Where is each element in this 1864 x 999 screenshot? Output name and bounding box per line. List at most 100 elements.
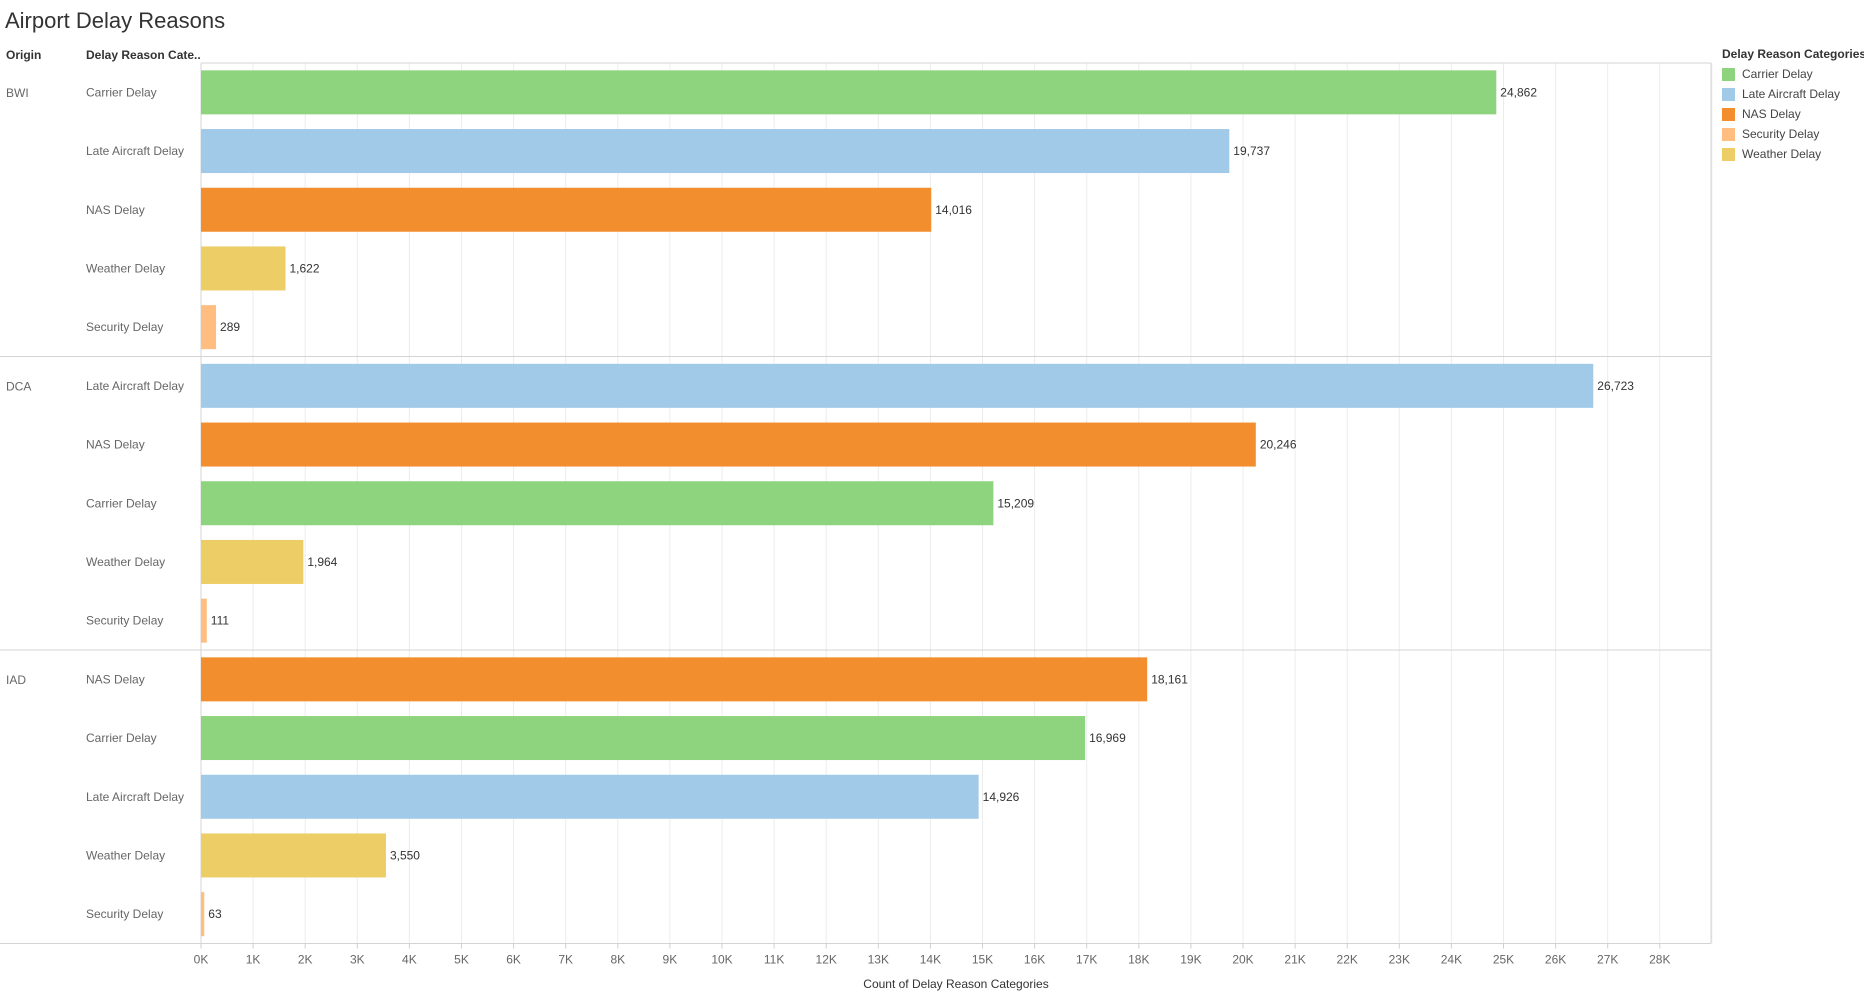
x-tick-label: 0K	[194, 953, 209, 967]
x-tick-label: 5K	[454, 953, 469, 967]
bar[interactable]	[201, 598, 207, 643]
x-tick-label: 17K	[1076, 953, 1097, 967]
x-tick-label: 23K	[1389, 953, 1410, 967]
x-tick-label: 11K	[764, 953, 784, 967]
origin-label[interactable]: IAD	[6, 673, 26, 687]
category-label: Weather Delay	[86, 848, 165, 862]
bar[interactable]	[201, 70, 1497, 115]
value-label: 111	[211, 614, 230, 628]
x-tick-label: 28K	[1649, 953, 1670, 967]
value-label: 16,969	[1089, 731, 1126, 745]
bar[interactable]	[201, 716, 1086, 761]
x-tick-label: 8K	[610, 953, 625, 967]
value-label: 14,926	[983, 790, 1020, 804]
legend-item-security-delay[interactable]: Security Delay	[1722, 124, 1864, 144]
value-label: 63	[208, 907, 222, 921]
category-label: Security Delay	[86, 614, 163, 628]
value-label: 1,622	[290, 261, 320, 275]
x-tick-label: 26K	[1545, 953, 1566, 967]
x-tick-label: 2K	[298, 953, 313, 967]
x-tick-label: 15K	[972, 953, 993, 967]
legend-label: NAS Delay	[1742, 107, 1801, 121]
x-tick-label: 14K	[920, 953, 941, 967]
category-label: NAS Delay	[86, 203, 145, 217]
legend: Delay Reason Categories Carrier Delay Lat…	[1722, 47, 1864, 164]
category-label: Carrier Delay	[86, 85, 157, 99]
bar[interactable]	[201, 305, 217, 350]
x-tick-label: 10K	[711, 953, 732, 967]
x-tick-label: 1K	[246, 953, 261, 967]
bar[interactable]	[201, 363, 1594, 408]
category-label: NAS Delay	[86, 672, 145, 686]
value-label: 289	[220, 320, 240, 334]
bar[interactable]	[201, 422, 1256, 467]
x-tick-label: 9K	[663, 953, 678, 967]
value-label: 19,737	[1233, 144, 1270, 158]
bar[interactable]	[201, 539, 304, 584]
value-label: 26,723	[1597, 379, 1634, 393]
category-label: Carrier Delay	[86, 731, 157, 745]
legend-item-late-aircraft-delay[interactable]: Late Aircraft Delay	[1722, 84, 1864, 104]
origin-label[interactable]: DCA	[6, 380, 31, 394]
legend-swatch	[1722, 127, 1735, 141]
category-label: Late Aircraft Delay	[86, 379, 184, 393]
category-label: Security Delay	[86, 320, 163, 334]
x-tick-label: 24K	[1441, 953, 1462, 967]
x-tick-label: 22K	[1337, 953, 1358, 967]
x-tick-label: 6K	[506, 953, 521, 967]
category-label: NAS Delay	[86, 438, 145, 452]
origin-label[interactable]: BWI	[6, 86, 29, 100]
value-label: 3,550	[390, 848, 420, 862]
chart-title: Airport Delay Reasons	[5, 8, 226, 33]
category-column-header[interactable]: Delay Reason Cate..	[86, 48, 201, 62]
bar[interactable]	[201, 833, 386, 878]
value-label: 14,016	[935, 203, 972, 217]
category-label: Security Delay	[86, 907, 163, 921]
bar[interactable]	[201, 246, 286, 291]
x-tick-label: 12K	[816, 953, 837, 967]
category-label: Weather Delay	[86, 261, 165, 275]
bar[interactable]	[201, 481, 994, 526]
origin-column-header[interactable]: Origin	[6, 48, 42, 62]
legend-swatch	[1722, 67, 1735, 81]
legend-title: Delay Reason Categories	[1722, 47, 1864, 61]
x-tick-label: 7K	[558, 953, 573, 967]
x-tick-label: 20K	[1232, 953, 1253, 967]
legend-label: Carrier Delay	[1742, 67, 1813, 81]
x-tick-label: 16K	[1024, 953, 1045, 967]
bar[interactable]	[201, 892, 205, 937]
x-tick-label: 4K	[402, 953, 417, 967]
value-label: 18,161	[1151, 672, 1188, 686]
category-label: Carrier Delay	[86, 496, 157, 510]
value-label: 20,246	[1260, 438, 1297, 452]
legend-swatch	[1722, 147, 1735, 161]
legend-label: Late Aircraft Delay	[1742, 87, 1841, 101]
legend-swatch	[1722, 87, 1735, 101]
bar[interactable]	[201, 774, 979, 819]
x-tick-label: 3K	[350, 953, 365, 967]
category-label: Late Aircraft Delay	[86, 790, 184, 804]
x-tick-label: 19K	[1180, 953, 1201, 967]
bar[interactable]	[201, 129, 1230, 174]
x-tick-label: 25K	[1493, 953, 1514, 967]
x-axis-title: Count of Delay Reason Categories	[863, 977, 1049, 991]
category-label: Late Aircraft Delay	[86, 144, 184, 158]
legend-items: Carrier Delay Late Aircraft Delay NAS Dela…	[1722, 64, 1864, 164]
legend-item-weather-delay[interactable]: Weather Delay	[1722, 144, 1864, 164]
legend-swatch	[1722, 107, 1735, 121]
legend-label: Security Delay	[1742, 127, 1820, 141]
legend-item-carrier-delay[interactable]: Carrier Delay	[1722, 64, 1864, 84]
bar[interactable]	[201, 657, 1148, 702]
x-tick-label: 18K	[1128, 953, 1149, 967]
value-label: 1,964	[307, 555, 337, 569]
legend-label: Weather Delay	[1742, 147, 1822, 161]
bar[interactable]	[201, 187, 932, 232]
x-tick-label: 13K	[868, 953, 889, 967]
x-tick-label: 27K	[1597, 953, 1618, 967]
value-label: 24,862	[1500, 85, 1537, 99]
legend-item-nas-delay[interactable]: NAS Delay	[1722, 104, 1864, 124]
x-tick-label: 21K	[1284, 953, 1305, 967]
value-label: 15,209	[997, 496, 1034, 510]
category-label: Weather Delay	[86, 555, 165, 569]
